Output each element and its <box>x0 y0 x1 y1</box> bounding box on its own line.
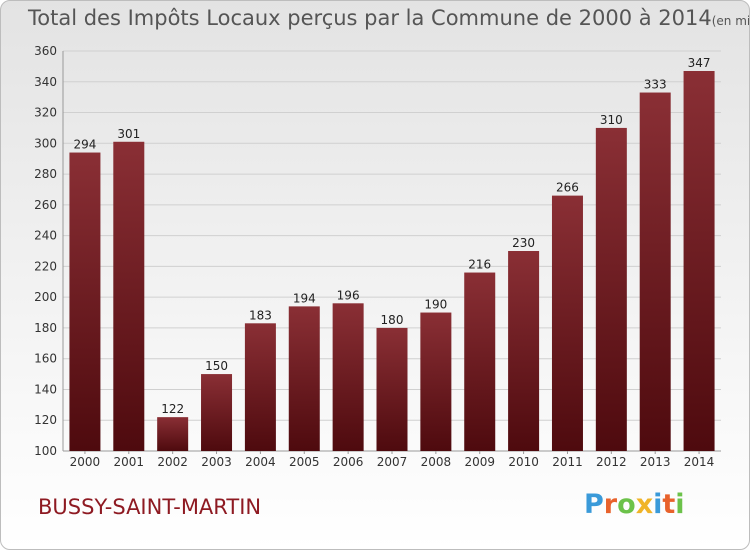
x-tick-label-2009: 2009 <box>464 455 495 469</box>
logo-letter: x <box>635 489 654 520</box>
axes: 100 120 140 160 180 200 220 240 260 280 300 320 340 3… <box>34 44 721 469</box>
y-tick-label: 300 <box>34 136 57 150</box>
bar-2002[interactable] <box>157 417 189 451</box>
logo-letter: t <box>662 489 676 520</box>
bar-2010[interactable] <box>508 251 540 451</box>
x-tick-label-2005: 2005 <box>289 455 320 469</box>
x-tick-label-2003: 2003 <box>201 455 232 469</box>
x-tick-label-2001: 2001 <box>114 455 145 469</box>
bar-2008[interactable] <box>420 312 452 451</box>
y-tick-label: 180 <box>34 321 57 335</box>
bar-2007[interactable] <box>376 327 408 451</box>
y-tick-label: 240 <box>34 229 57 243</box>
value-label-2009: 216 <box>468 258 491 272</box>
bars <box>69 71 715 452</box>
y-tick-label: 100 <box>34 444 57 458</box>
y-tick-label: 200 <box>34 290 57 304</box>
chart-title-text: Total des Impôts Locaux perçus par la Co… <box>28 6 712 30</box>
y-tick-label: 260 <box>34 198 57 212</box>
value-label-2002: 122 <box>161 402 184 416</box>
chart-title: Total des Impôts Locaux perçus par la Co… <box>28 6 750 30</box>
value-label-2011: 266 <box>556 181 579 195</box>
proxiti-logo[interactable]: Proxiti <box>584 489 685 520</box>
x-tick-label-2002: 2002 <box>157 455 188 469</box>
x-tick-label-2007: 2007 <box>377 455 408 469</box>
y-tick-label: 120 <box>34 413 57 427</box>
commune-name: BUSSY-SAINT-MARTIN <box>38 495 262 519</box>
logo-letter: r <box>603 489 618 520</box>
bar-2000[interactable] <box>69 152 101 452</box>
x-tick-label-2010: 2010 <box>508 455 539 469</box>
bar-2006[interactable] <box>332 303 364 451</box>
value-label-2000: 294 <box>73 138 96 152</box>
bar-2012[interactable] <box>595 127 627 451</box>
x-tick-label-2004: 2004 <box>245 455 276 469</box>
y-tick-label: 140 <box>34 382 57 396</box>
value-label-2005: 194 <box>293 291 316 305</box>
bar-2009[interactable] <box>464 272 496 451</box>
value-label-2006: 196 <box>337 288 360 302</box>
y-tick-label: 220 <box>34 259 57 273</box>
x-tick-label-2006: 2006 <box>333 455 364 469</box>
value-label-2012: 310 <box>600 113 623 127</box>
logo-letter: i <box>653 489 663 520</box>
value-label-2013: 333 <box>644 78 667 92</box>
bar-2004[interactable] <box>244 323 276 451</box>
value-label-2004: 183 <box>249 308 272 322</box>
value-labels: 294 301 122 150 183 194 196 180 190 216 230 266 310 3… <box>73 56 710 416</box>
x-tick-label-2011: 2011 <box>552 455 583 469</box>
value-label-2003: 150 <box>205 359 228 373</box>
x-tick-label-2012: 2012 <box>596 455 627 469</box>
x-tick-label-2000: 2000 <box>70 455 101 469</box>
y-tick-label: 160 <box>34 352 57 366</box>
y-tick-label: 280 <box>34 167 57 181</box>
bar-2005[interactable] <box>288 306 320 451</box>
bar-2001[interactable] <box>113 141 145 451</box>
bar-2014[interactable] <box>683 71 715 451</box>
value-label-2010: 230 <box>512 236 535 250</box>
value-label-2001: 301 <box>117 127 140 141</box>
chart-unit-note: (en milliers d'€) <box>711 14 750 28</box>
logo-letter: i <box>675 489 685 520</box>
x-tick-label-2008: 2008 <box>421 455 452 469</box>
value-label-2014: 347 <box>688 56 711 70</box>
value-label-2007: 180 <box>381 313 404 327</box>
x-tick-label-2013: 2013 <box>640 455 671 469</box>
bar-2003[interactable] <box>201 374 233 451</box>
logo-letter: o <box>617 489 636 520</box>
value-label-2008: 190 <box>424 298 447 312</box>
bar-2013[interactable] <box>639 92 671 452</box>
y-tick-label: 320 <box>34 106 57 120</box>
x-tick-label-2014: 2014 <box>684 455 715 469</box>
bar-2011[interactable] <box>551 195 583 451</box>
y-tick-label: 360 <box>34 44 57 58</box>
y-tick-label: 340 <box>34 75 57 89</box>
logo-letter: P <box>584 489 604 520</box>
